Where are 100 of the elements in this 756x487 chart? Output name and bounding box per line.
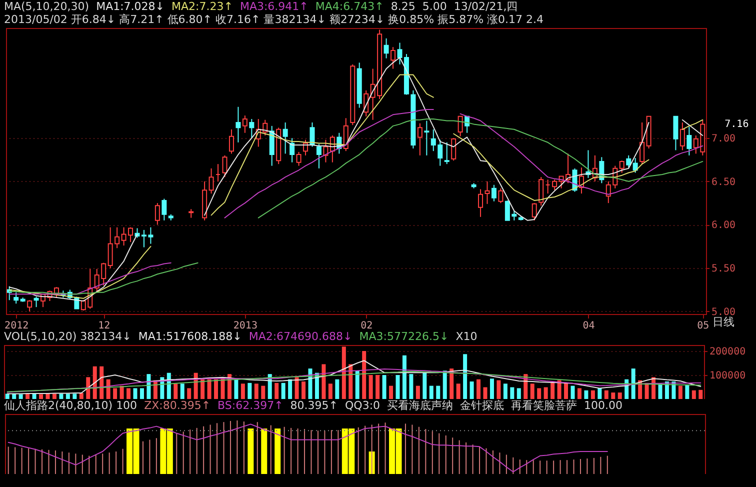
bar	[174, 384, 178, 399]
candlestick	[538, 176, 544, 206]
bar	[382, 375, 386, 399]
bar	[254, 384, 258, 399]
bar	[416, 386, 420, 399]
bar	[39, 394, 44, 399]
bar	[140, 388, 144, 399]
candlestick	[296, 151, 302, 166]
bar	[483, 387, 488, 399]
text: 13/02/21,四	[454, 0, 518, 13]
bar	[490, 378, 494, 399]
chart-subtitle: 2013/05/02 开6.84↓ 高7.21↑ 低6.80↑ 收7.16↑ 量382134↓ 额27234↓ 换0.85% 振5.87% 涨0.17 2.4	[4, 13, 544, 26]
bar	[692, 390, 696, 399]
bar	[436, 386, 440, 399]
candlestick	[552, 179, 558, 191]
candlestick	[451, 138, 456, 162]
bar	[274, 382, 279, 399]
bar	[463, 354, 468, 399]
candlestick	[27, 300, 32, 312]
bar	[389, 386, 394, 399]
text: MA3:6.941↑	[240, 0, 308, 13]
bar	[32, 394, 36, 399]
candlestick	[444, 142, 450, 165]
bar	[59, 394, 64, 399]
candlestick	[640, 122, 645, 165]
annotation: 80.395↑	[290, 399, 338, 412]
bar	[503, 384, 508, 399]
bar	[470, 381, 474, 399]
candlestick	[390, 46, 396, 70]
candlestick	[310, 122, 315, 148]
bar	[604, 390, 608, 399]
bar	[342, 346, 346, 399]
candlestick	[222, 154, 228, 178]
bar	[422, 372, 427, 399]
y-tick-label: 5.50	[712, 264, 736, 275]
text: 8.25	[390, 0, 416, 13]
bar	[348, 364, 353, 399]
bar	[698, 390, 703, 399]
text: MA2:674690.688↓	[248, 330, 352, 343]
bar	[248, 428, 254, 474]
bar	[658, 384, 662, 399]
bar	[274, 428, 281, 474]
chart-title: MA(5,10,20,30)	[4, 0, 90, 13]
candlestick	[282, 122, 288, 154]
bar	[322, 364, 326, 399]
candlestick	[532, 202, 537, 221]
candlestick	[249, 118, 254, 139]
bar	[120, 386, 124, 399]
bar	[442, 370, 447, 399]
candlestick	[208, 168, 214, 194]
candlestick	[384, 38, 389, 59]
bar	[644, 382, 649, 399]
candlestick	[686, 126, 692, 156]
bar	[248, 382, 252, 399]
bar	[288, 379, 292, 399]
bar	[66, 394, 70, 399]
bar	[335, 379, 340, 399]
annotation: 7.16	[724, 119, 749, 130]
candlestick	[491, 184, 496, 202]
x-axis-title: 日线	[712, 316, 734, 328]
bar	[496, 380, 501, 399]
annotation: 买看海底声纳	[387, 399, 454, 412]
candlestick	[290, 138, 295, 163]
line-series	[6, 360, 702, 394]
bar	[631, 368, 636, 399]
bar	[476, 379, 481, 399]
bar	[187, 388, 192, 399]
bar	[429, 386, 434, 399]
bar	[261, 386, 266, 399]
bar	[308, 368, 312, 399]
candlestick	[269, 125, 274, 166]
bar	[126, 388, 131, 399]
candlestick	[484, 180, 490, 204]
candlestick	[680, 122, 685, 151]
chart-title: 仙人指路2(40,80,10) 100	[4, 399, 138, 412]
annotation: 金针探底	[460, 399, 504, 412]
x-tick-label: 12	[98, 320, 110, 332]
bar	[52, 394, 56, 399]
text: X10	[456, 330, 478, 343]
bar	[577, 388, 582, 399]
y-tick-label: 200000	[710, 346, 746, 358]
bar	[564, 382, 568, 399]
bar	[281, 382, 286, 399]
candlestick	[162, 198, 167, 221]
candlestick	[417, 122, 422, 156]
bar	[207, 379, 212, 399]
x-tick-label: 02	[360, 320, 373, 332]
bar	[26, 394, 30, 399]
candlestick	[242, 115, 248, 134]
bar	[355, 370, 360, 399]
bar	[72, 394, 77, 399]
bar	[328, 384, 332, 399]
bar	[590, 390, 595, 399]
bar	[100, 366, 104, 399]
candlestick	[424, 120, 430, 156]
text: 5.00	[422, 0, 447, 13]
bar	[200, 379, 205, 399]
bar	[92, 366, 97, 399]
bar	[409, 374, 414, 399]
candlestick	[458, 116, 463, 137]
